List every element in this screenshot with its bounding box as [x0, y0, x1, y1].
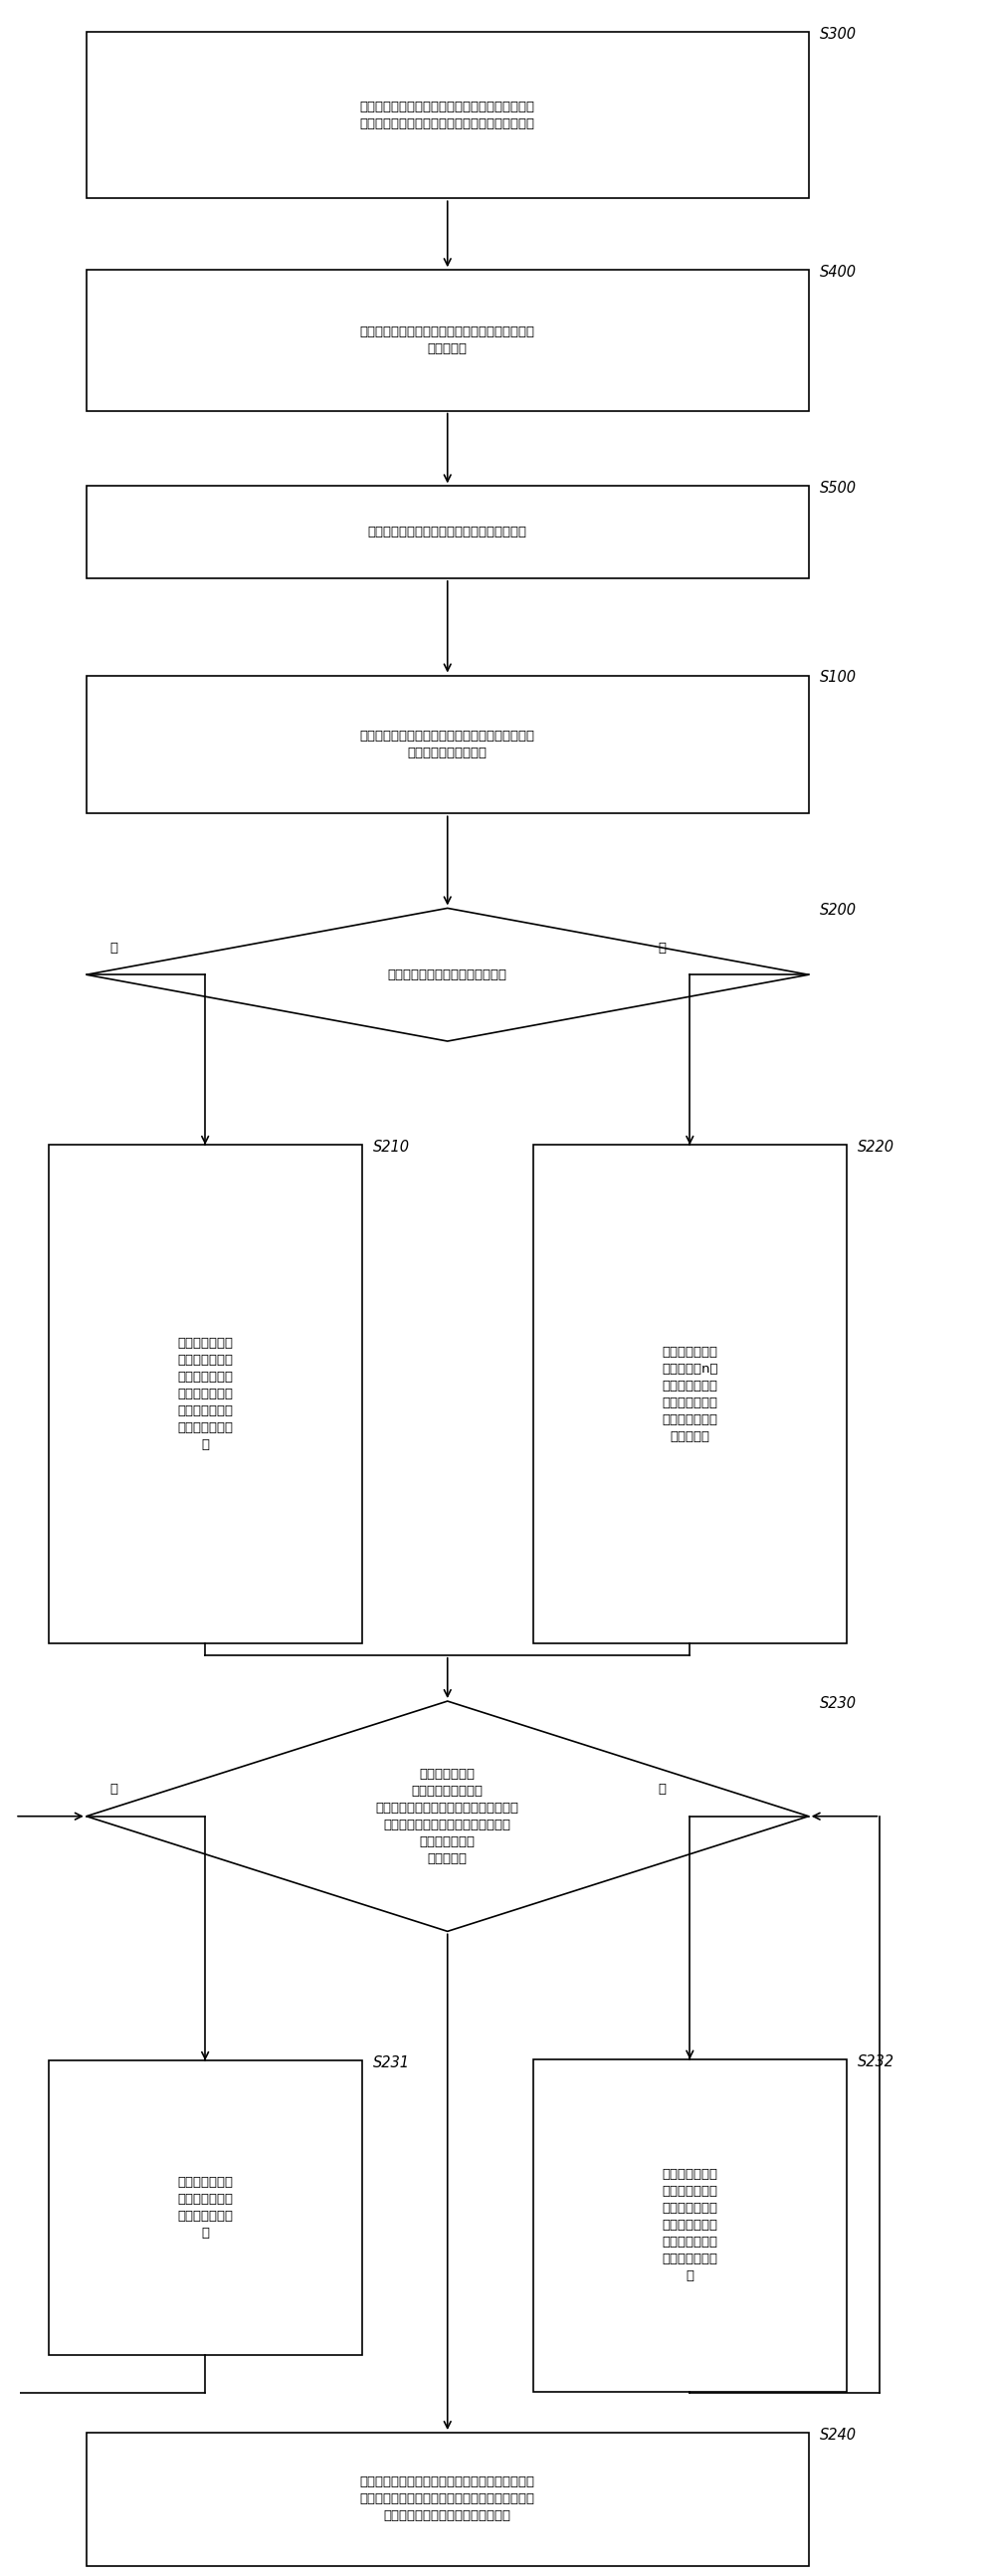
Text: S210: S210 — [373, 1139, 409, 1154]
Text: 筛选出打分结果最高的样本位置，将所述打分结果
最高的样本位置设置为所述胎儿头围区域，并根据
所述胎儿头围区域计算出胎儿的头围: 筛选出打分结果最高的样本位置，将所述打分结果 最高的样本位置设置为所述胎儿头围区… — [360, 2476, 534, 2522]
Bar — [48, 2061, 362, 2354]
Text: 获取超声图像中的最长边缘线的位置，并根据所述
位置进行指定区域搜寻: 获取超声图像中的最长边缘线的位置，并根据所述 位置进行指定区域搜寻 — [360, 729, 534, 760]
Polygon shape — [86, 909, 808, 1041]
Text: 否: 否 — [658, 940, 666, 953]
Text: S230: S230 — [819, 1695, 856, 1710]
Text: S200: S200 — [819, 904, 856, 917]
Text: 获取所述超声图像，并对所述超声图像进行指定的
图像预处理: 获取所述超声图像，并对所述超声图像进行指定的 图像预处理 — [360, 325, 534, 355]
Text: 否: 否 — [658, 1783, 666, 1795]
Text: 判断是否成功搜寻出所述指定区域: 判断是否成功搜寻出所述指定区域 — [388, 969, 506, 981]
Text: S240: S240 — [819, 2427, 856, 2442]
Text: S220: S220 — [857, 1139, 894, 1154]
Text: 是: 是 — [110, 1783, 118, 1795]
Text: 获取所述样本集
中每个样本子集对应
的样本点集，并将所述样本点集通过指定
的拟合，并判断拟合结果对与候选参
数列表中的元素
是否为相近: 获取所述样本集 中每个样本子集对应 的样本点集，并将所述样本点集通过指定 的拟合… — [376, 1767, 518, 1865]
Bar — [86, 270, 808, 410]
Bar — [532, 1144, 846, 1643]
Text: S100: S100 — [819, 670, 856, 685]
Bar — [532, 2058, 846, 2391]
Bar — [86, 487, 808, 577]
Text: S300: S300 — [819, 26, 856, 41]
Text: S400: S400 — [819, 265, 856, 281]
Text: 将拟合结果作为
新的元素增加入
所述候选参数表
中，并根据指定
打分标准对所述
拟合结果进行打
分: 将拟合结果作为 新的元素增加入 所述候选参数表 中，并根据指定 打分标准对所述 … — [662, 2169, 717, 2282]
Text: 是: 是 — [110, 940, 118, 953]
Bar — [86, 2432, 808, 2566]
Text: S231: S231 — [373, 2056, 409, 2071]
Text: 将搜寻结果通过
指定方式进行合
并获得胎儿头围
区域，并根据所
述胎儿头围区域
计算出胎儿的头
围: 将搜寻结果通过 指定方式进行合 并获得胎儿头围 区域，并根据所 述胎儿头围区域 … — [177, 1337, 232, 1450]
Bar — [86, 675, 808, 814]
Bar — [48, 1144, 362, 1643]
Bar — [86, 31, 808, 198]
Text: S232: S232 — [857, 2053, 894, 2069]
Text: 对所述候选参数
表和对应的打分
器的得分进行更
新: 对所述候选参数 表和对应的打分 器的得分进行更 新 — [177, 2177, 232, 2239]
Polygon shape — [86, 1700, 808, 1932]
Text: 将图像预处理后的所述超声图像进行边缘检测: 将图像预处理后的所述超声图像进行边缘检测 — [368, 526, 526, 538]
Text: S500: S500 — [819, 482, 856, 497]
Text: 获取指定条数长
度排序在前n的
边缘线，并依次
与超声图像中的
曲线进行组合，
得到样本集: 获取指定条数长 度排序在前n的 边缘线，并依次 与超声图像中的 曲线进行组合， … — [661, 1345, 717, 1443]
Text: 根据预设的处理区域尺寸生成掩膜图像，并通过所
述掩膜图像定位出所述超声图像中的实际处理区域: 根据预设的处理区域尺寸生成掩膜图像，并通过所 述掩膜图像定位出所述超声图像中的实… — [360, 100, 534, 131]
